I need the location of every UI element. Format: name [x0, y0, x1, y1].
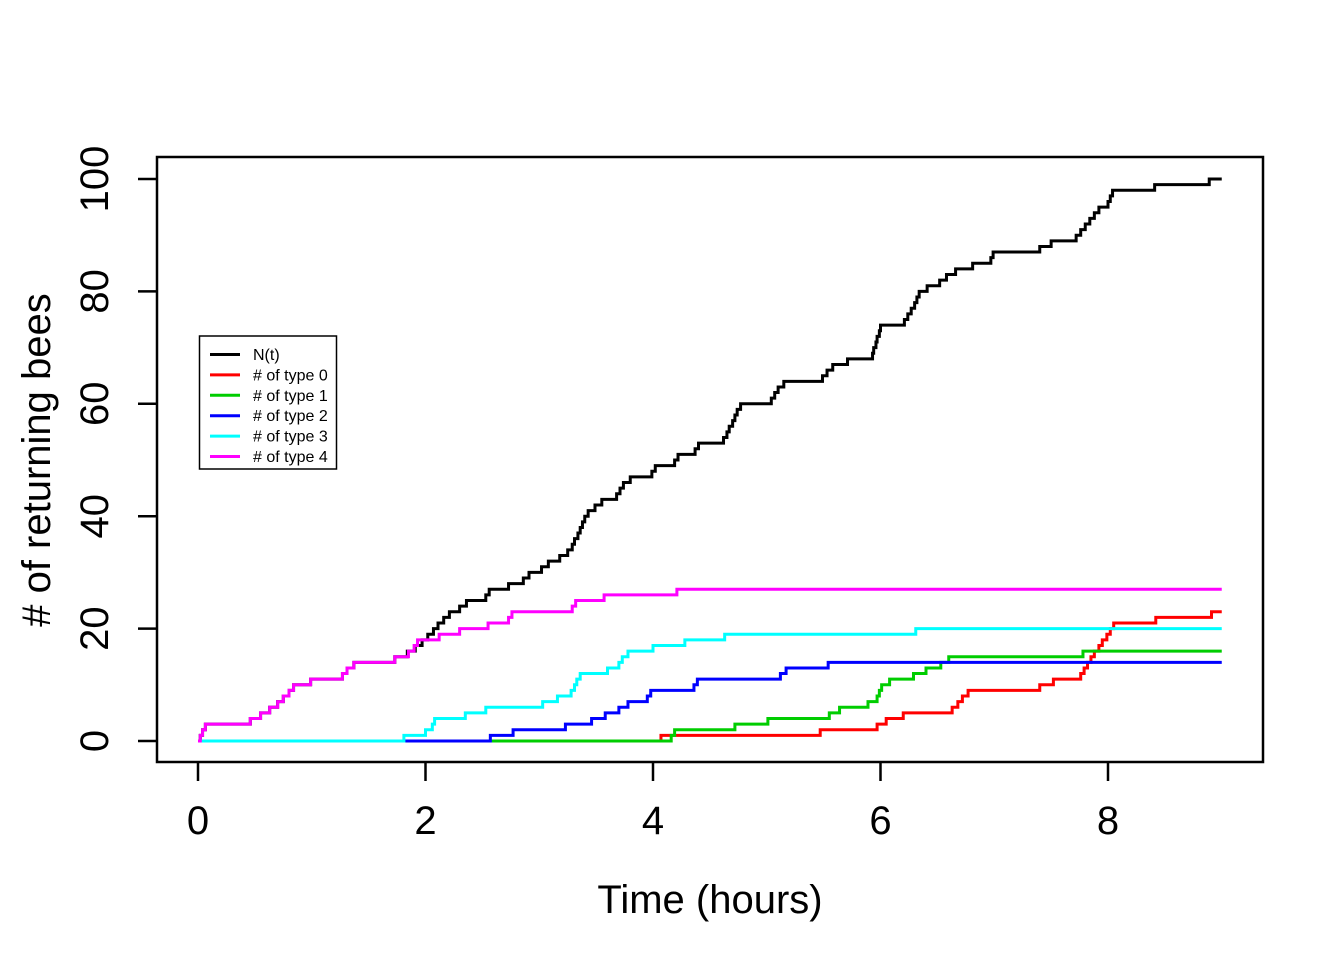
y-tick-label: 40 [73, 494, 117, 539]
y-axis-title: # of returning bees [15, 293, 59, 627]
legend-label-type-4: # of type 4 [253, 449, 328, 466]
legend-box [198, 335, 338, 470]
legend-label-type-3: # of type 3 [253, 429, 328, 446]
y-tick-label: 80 [73, 269, 117, 314]
x-axis-title: Time (hours) [597, 878, 822, 922]
series-line-type-0 [198, 610, 1222, 743]
x-tick-label: 0 [187, 799, 209, 843]
x-tick-label: 6 [869, 799, 891, 843]
y-tick-label: 0 [73, 730, 117, 752]
x-tick-label: 8 [1097, 799, 1119, 843]
plot-border [155, 155, 1265, 764]
series-line-type-1 [198, 649, 1222, 743]
y-tick-label: 100 [73, 146, 117, 213]
series-line-type-4 [198, 587, 1222, 743]
x-tick-label: 4 [642, 799, 664, 843]
x-tick-label: 2 [414, 799, 436, 843]
legend-label-type-2: # of type 2 [253, 408, 328, 425]
y-tick-label: 20 [73, 606, 117, 651]
series-line-type-2 [198, 660, 1222, 743]
series-line-type-3 [198, 627, 1222, 743]
legend-label-type-1: # of type 1 [253, 388, 328, 405]
legend-label-type-0: # of type 0 [253, 367, 328, 384]
y-tick-label: 60 [73, 382, 117, 427]
legend-label-n-total: N(t) [253, 347, 280, 364]
